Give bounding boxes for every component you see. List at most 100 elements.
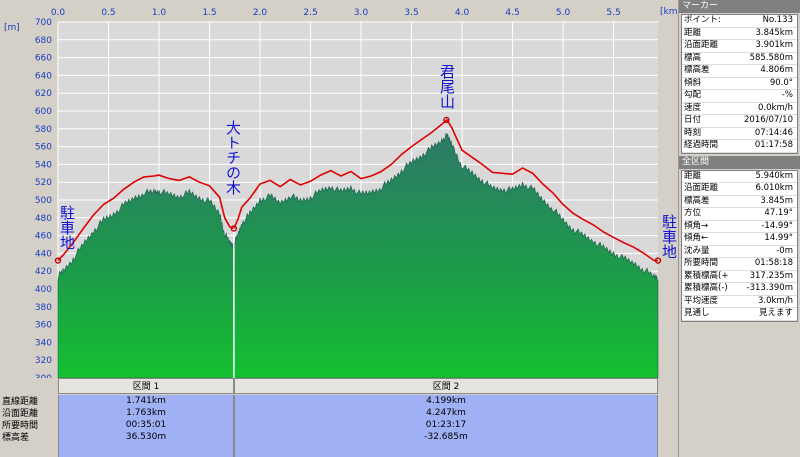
total-row-key: 見通し: [684, 308, 710, 318]
marker-row: 経過時間 01:17:58: [682, 140, 797, 153]
total-row-key: 所要時間: [684, 258, 719, 268]
marker-row-key: 標高: [684, 52, 702, 63]
marker-row-value: 3.901km: [755, 40, 793, 50]
total-row-key: 距離: [684, 170, 702, 181]
row-label-elevation-diff: 標高差: [2, 433, 30, 443]
segment-1-values: 1.741km 1.763km 00:35:01 36.530m: [58, 395, 234, 457]
total-row-key: 累積標高(-): [684, 283, 728, 293]
y-tick-label: 680: [35, 36, 52, 46]
segment-1-elevation-diff: 36.530m: [125, 432, 167, 442]
y-tick-label: 380: [35, 303, 52, 313]
x-tick-label: 4.0: [455, 8, 470, 18]
marker-row: 時刻 07:14:46: [682, 127, 797, 140]
total-row-value: 見えます: [758, 308, 793, 318]
segment-2-duration: 01:23:17: [425, 420, 467, 430]
elevation-chart-svg[interactable]: 700 680 660 640 620 600 580 560 540 520 500 480 460 4…: [0, 0, 678, 378]
y-unit-label: [m]: [4, 23, 20, 33]
marker-row-value: 01:17:58: [754, 140, 793, 150]
y-tick-label: 600: [35, 107, 52, 117]
marker-row-key: 速度: [684, 102, 702, 113]
marker-row-key: 時刻: [684, 127, 702, 138]
marker-row: 日付 2016/07/10: [682, 115, 797, 128]
total-row-key: 累積標高(+): [684, 270, 728, 281]
total-panel-title: 全区間: [679, 155, 800, 169]
marker-row-key: 沿面距離: [684, 40, 719, 50]
x-tick-label: 0.0: [51, 8, 66, 18]
total-row-key: 沈み量: [684, 245, 710, 256]
y-tick-label: 400: [35, 285, 52, 295]
segment-row-labels: 直線距離 沿面距離 所要時間 標高差: [0, 396, 58, 444]
marker-panel: ポイント: No.133 距離 3.845km 沿面距離 3.901km 標高 585.580…: [681, 14, 798, 154]
total-row: 沿面距離 6.010km: [682, 183, 797, 196]
total-row: 距離 5.940km: [682, 170, 797, 183]
x-unit-label: [km]: [660, 7, 678, 17]
x-tick-label: 1.0: [152, 8, 167, 18]
y-tick-label: 620: [35, 89, 52, 99]
x-tick-label: 4.5: [505, 8, 519, 18]
marker-row: 沿面距離 3.901km: [682, 40, 797, 53]
total-row-key: 標高差: [684, 195, 710, 206]
marker-row-key: 日付: [684, 115, 702, 125]
marker-row: 距離 3.845km: [682, 27, 797, 40]
y-tick-label: 360: [35, 321, 52, 331]
segment-1-header[interactable]: 区間 1: [58, 378, 234, 394]
total-row: 標高差 3.845m: [682, 195, 797, 208]
y-tick-label: 500: [35, 196, 52, 206]
terrain-area: [57, 133, 659, 378]
segment-2-header[interactable]: 区間 2: [234, 378, 658, 394]
row-label-duration: 所要時間: [2, 421, 39, 431]
marker-row-key: 勾配: [684, 90, 702, 100]
total-row: 所要時間 01:58:18: [682, 258, 797, 271]
tochi-marker: [230, 225, 238, 232]
y-tick-label: 560: [35, 143, 52, 153]
segment-table: 直線距離 沿面距離 所要時間 標高差 区間 1 1.741km 1.763km …: [0, 378, 678, 457]
y-tick-label: 540: [35, 160, 52, 170]
tochi-tree-label: 大トチの木: [224, 120, 242, 195]
total-row-value: 3.0km/h: [758, 295, 793, 306]
total-row-value: 3.845m: [760, 195, 793, 206]
row-label-straight-distance: 直線距離: [2, 397, 39, 407]
marker-row-value: 3.845km: [755, 27, 793, 38]
end-parking-label: 駐車地: [660, 214, 678, 259]
total-row: 傾角← 14.99°: [682, 233, 797, 246]
total-row-value: -313.390m: [746, 283, 794, 293]
marker-row: 勾配 -%: [682, 90, 797, 103]
start-marker: [54, 257, 62, 264]
segment-2-surface-distance: 4.247km: [426, 408, 466, 418]
segment-2-column[interactable]: 区間 2 4.199km 4.247km 01:23:17 -32.685m: [234, 378, 658, 457]
total-row-value: 47.19°: [764, 208, 793, 218]
y-tick-label: 420: [35, 267, 52, 277]
marker-row-key: 傾斜: [684, 77, 702, 88]
marker-row: ポイント: No.133: [682, 15, 797, 28]
marker-row: 速度 0.0km/h: [682, 102, 797, 115]
segment-1-column[interactable]: 区間 1 1.741km 1.763km 00:35:01 36.530m: [58, 378, 234, 457]
marker-row: 標高 585.580m: [682, 52, 797, 65]
segment-1-straight-distance: 1.741km: [126, 396, 166, 406]
summit-label: 君尾山: [438, 64, 456, 109]
marker-row: 標高差 4.806m: [682, 65, 797, 78]
y-tick-label: 340: [35, 338, 52, 348]
total-row-value: 01:58:18: [754, 258, 793, 268]
y-tick-label: 640: [35, 71, 52, 81]
total-panel: 距離 5.940km 沿面距離 6.010km 標高差 3.845m 方位 47.19° 傾角→…: [681, 169, 798, 322]
start-parking-label: 駐車地: [58, 205, 76, 250]
total-row-value: 6.010km: [755, 183, 793, 193]
marker-row-value: 585.580m: [749, 52, 793, 63]
total-row-value: 14.99°: [764, 233, 793, 243]
summit-marker: [443, 116, 450, 124]
marker-panel-title: マーカー: [679, 0, 800, 13]
total-row: 累積標高(-) -313.390m: [682, 283, 797, 296]
marker-row-value: No.133: [762, 15, 793, 25]
x-tick-label: 2.5: [303, 8, 317, 18]
x-tick-label: 5.5: [606, 8, 620, 18]
elevation-chart[interactable]: 700 680 660 640 620 600 580 560 540 520 500 480 460 4…: [0, 0, 678, 457]
row-label-surface-distance: 沿面距離: [2, 409, 39, 419]
x-tick-label: 1.5: [202, 8, 216, 18]
segment-2-values: 4.199km 4.247km 01:23:17 -32.685m: [234, 395, 658, 457]
x-tick-label: 2.0: [253, 8, 268, 18]
total-row: 方位 47.19°: [682, 208, 797, 221]
total-row: 平均速度 3.0km/h: [682, 295, 797, 308]
route-line: [57, 118, 658, 262]
x-tick-label: 0.5: [101, 8, 115, 18]
y-tick-label: 580: [35, 125, 52, 135]
